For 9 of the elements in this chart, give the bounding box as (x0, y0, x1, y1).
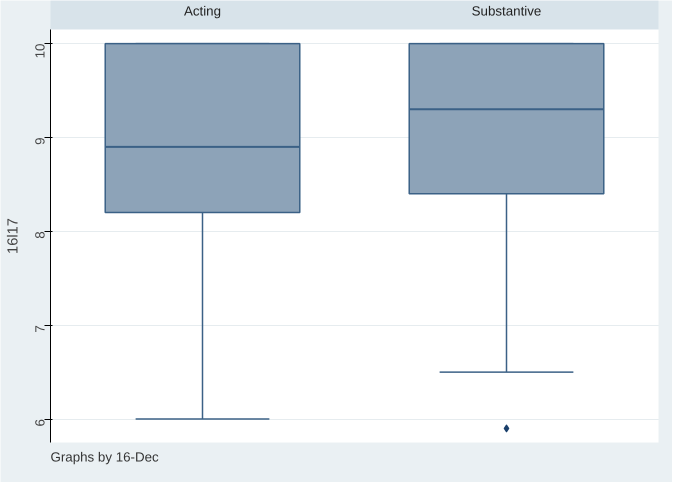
x-tick-label: Substantive (472, 4, 542, 18)
x-tick-label: Acting (184, 4, 222, 18)
y-tick-label: 10 (32, 44, 48, 58)
y-tick-label: 8 (32, 231, 48, 239)
y-tick-label: 7 (32, 325, 48, 333)
y-axis-title: 16l17 (6, 218, 22, 254)
text: Graphs by 16-Dec (50, 450, 159, 464)
y-tick-label: 6 (32, 419, 48, 426)
y-tick-label: 9 (32, 137, 48, 145)
